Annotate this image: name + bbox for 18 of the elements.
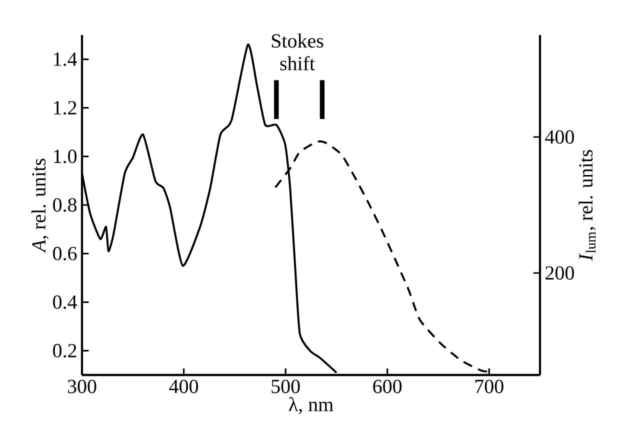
y-tick-label: 0.2 [53,344,76,358]
x-tick-label: 500 [272,380,300,394]
x-tick-label: 700 [475,380,504,394]
x-tick-label: 300 [68,380,96,394]
y-tick-label: 1.2 [54,101,76,115]
y-tick-label: 0.4 [53,295,77,309]
y2-tick-label: 400 [545,130,574,144]
y2-axis-title: I$_{lum}$, rel. units [578,150,596,261]
y2-tick-label: 200 [546,266,574,280]
y-tick-label: 0.8 [53,198,77,212]
x-axis-title: λ, nm [288,397,334,414]
annotation: Stokes shift [272,34,324,70]
y-tick-label: 0.6 [53,246,77,260]
y-axis-title: A, rel. units [32,158,48,254]
y-tick-label: 1.4 [54,52,77,66]
x-tick-label: 400 [169,380,198,394]
x-tick-label: 600 [373,380,402,394]
y-tick-label: 1.0 [54,150,77,164]
